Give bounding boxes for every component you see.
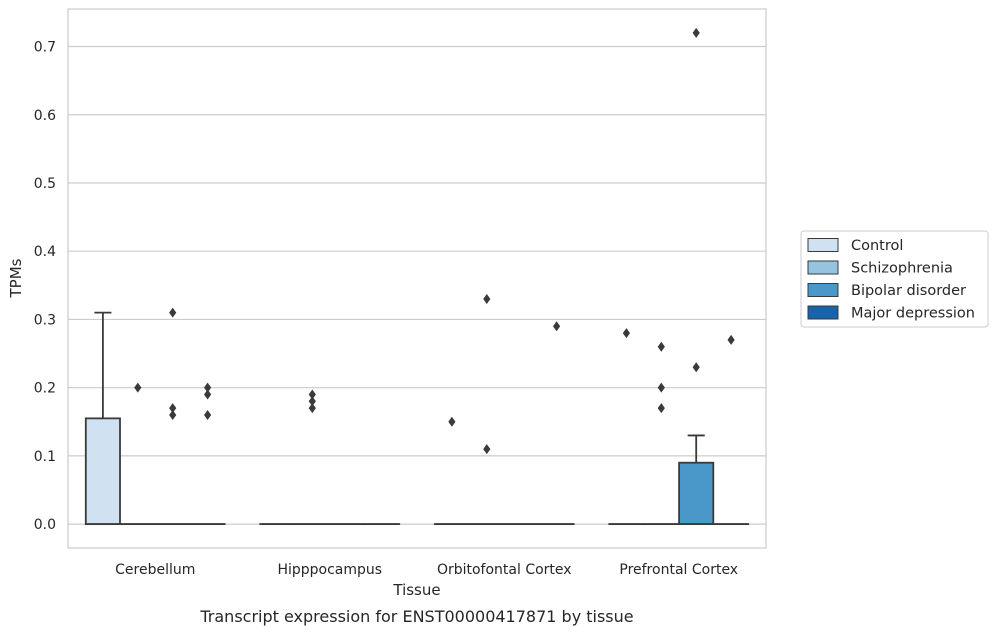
y-tick-label: 0.7	[34, 40, 56, 56]
outlier-point	[727, 334, 735, 345]
outlier-point	[657, 341, 665, 352]
y-tick-label: 0.6	[34, 108, 56, 124]
x-tick-labels: Cerebellum Hipppocampus Orbitofontal Corte…	[115, 562, 738, 578]
box-group	[678, 434, 715, 526]
y-axis-label: TPMs	[7, 258, 25, 298]
chart-caption: Transcript expression for ENST0000041787…	[199, 607, 633, 626]
legend-swatch	[807, 260, 839, 275]
box	[678, 461, 715, 526]
outlier-point	[308, 403, 316, 414]
outlier-point	[204, 382, 212, 393]
x-tick-label: Cerebellum	[115, 562, 195, 578]
legend: Control Schizophrenia Bipolar disorder Majo…	[800, 230, 989, 328]
box	[84, 417, 121, 526]
outlier-point	[204, 409, 212, 420]
legend-label: Control	[851, 238, 903, 254]
legend-label: Bipolar disorder	[851, 283, 966, 299]
outlier-point	[692, 27, 700, 38]
outlier-point	[553, 321, 561, 332]
outlier-point	[169, 307, 177, 318]
legend-frame	[800, 230, 989, 328]
legend-swatch	[807, 238, 839, 252]
outlier-point	[622, 328, 630, 339]
x-tick-label: Orbitofontal Cortex	[437, 562, 572, 578]
plot-area	[67, 8, 767, 549]
y-tick-label: 0.0	[34, 517, 56, 533]
outlier-point	[692, 362, 700, 373]
y-tick-label: 0.4	[34, 244, 56, 260]
outlier-point	[448, 416, 456, 427]
y-tick-label: 0.5	[34, 176, 56, 192]
x-tick-label: Hipppocampus	[277, 562, 382, 578]
y-tick-label: 0.2	[34, 381, 56, 397]
legend-label: Major depression	[851, 306, 975, 322]
outlier-point	[308, 389, 316, 400]
y-tick-label: 0.3	[34, 312, 56, 328]
outlier-point	[483, 444, 491, 455]
y-tick-label: 0.1	[34, 449, 56, 465]
y-gridlines	[68, 45, 766, 525]
outlier-point	[657, 403, 665, 414]
legend-swatch	[807, 283, 839, 297]
boxes-layer	[84, 311, 750, 526]
x-tick-label: Prefrontal Cortex	[619, 562, 738, 578]
outlier-point	[134, 382, 142, 393]
x-axis-label: Tissue	[392, 581, 440, 599]
outlier-point	[308, 396, 316, 407]
y-tick-labels: 0.0 0.1 0.2 0.3 0.4 0.5 0.6 0.7	[34, 40, 56, 534]
legend-label: Schizophrenia	[851, 261, 953, 277]
outlier-point	[169, 403, 177, 414]
legend-swatch	[807, 305, 839, 320]
outlier-point	[169, 409, 177, 420]
outlier-point	[204, 389, 212, 400]
outlier-point	[657, 382, 665, 393]
box-group	[84, 311, 121, 526]
outlier-point	[483, 293, 491, 304]
outliers-layer	[134, 27, 735, 455]
